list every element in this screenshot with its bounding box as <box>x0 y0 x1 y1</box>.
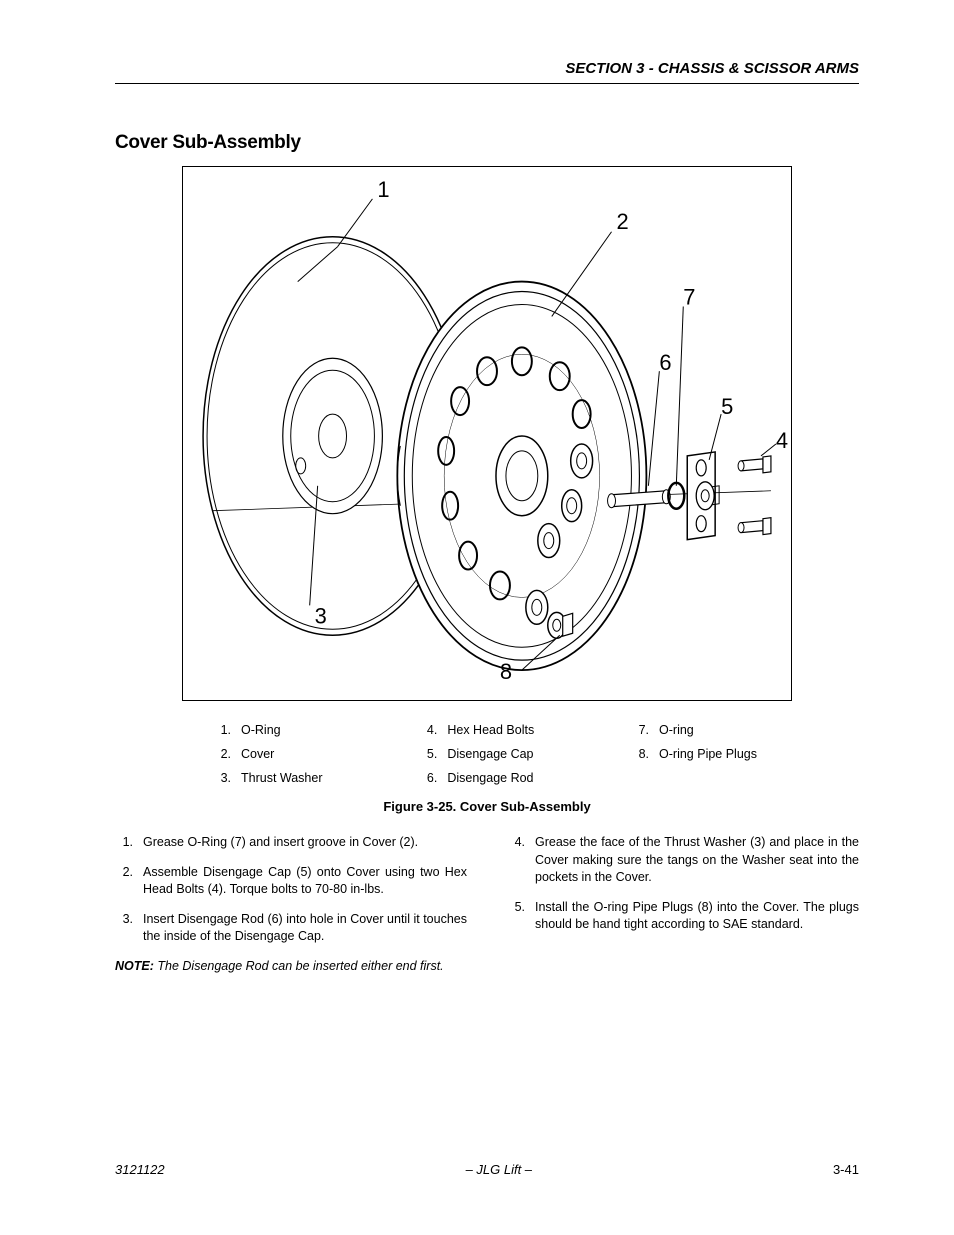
parts-col-2: 4.Hex Head Bolts 5.Disengage Cap 6.Disen… <box>423 723 534 785</box>
step-item: 1.Grease O-Ring (7) and insert groove in… <box>115 834 467 852</box>
part-item: 1.O-Ring <box>217 723 323 737</box>
callout-6: 6 <box>659 350 671 375</box>
footer-brand: – JLG Lift – <box>466 1162 532 1177</box>
callout-8: 8 <box>500 659 512 684</box>
part-item: 5.Disengage Cap <box>423 747 534 761</box>
callout-7: 7 <box>683 284 695 309</box>
parts-col-1: 1.O-Ring 2.Cover 3.Thrust Washer <box>217 723 323 785</box>
note: NOTE: The Disengage Rod can be inserted … <box>115 958 467 976</box>
parts-col-3: 7.O-ring 8.O-ring Pipe Plugs <box>635 723 757 785</box>
page-title: Cover Sub-Assembly <box>115 132 859 154</box>
step-item: 2.Assemble Disengage Cap (5) onto Cover … <box>115 864 467 899</box>
exploded-diagram: 1 2 3 4 5 6 7 8 <box>182 166 792 701</box>
callout-5: 5 <box>721 394 733 419</box>
step-item: 5.Install the O-ring Pipe Plugs (8) into… <box>507 899 859 934</box>
part-item: 3.Thrust Washer <box>217 771 323 785</box>
callout-1: 1 <box>377 177 389 202</box>
figure-container: 1 2 3 4 5 6 7 8 1.O-Ring 2.Cover 3.Thrus… <box>115 166 859 814</box>
part-item: 4.Hex Head Bolts <box>423 723 534 737</box>
callout-4: 4 <box>776 428 788 453</box>
footer-page: 3-41 <box>833 1162 859 1177</box>
part-item: 8.O-ring Pipe Plugs <box>635 747 757 761</box>
footer-doc-number: 3121122 <box>115 1162 165 1177</box>
steps-col-right: 4.Grease the face of the Thrust Washer (… <box>507 834 859 975</box>
figure-caption: Figure 3-25. Cover Sub-Assembly <box>115 799 859 814</box>
step-item: 3.Insert Disengage Rod (6) into hole in … <box>115 911 467 946</box>
instruction-steps: 1.Grease O-Ring (7) and insert groove in… <box>115 834 859 975</box>
part-item: 6.Disengage Rod <box>423 771 534 785</box>
steps-col-left: 1.Grease O-Ring (7) and insert groove in… <box>115 834 467 975</box>
part-item: 7.O-ring <box>635 723 757 737</box>
callout-3: 3 <box>315 603 327 628</box>
section-header: SECTION 3 - CHASSIS & SCISSOR ARMS <box>115 60 859 84</box>
step-item: 4.Grease the face of the Thrust Washer (… <box>507 834 859 887</box>
part-item: 2.Cover <box>217 747 323 761</box>
callout-2: 2 <box>617 209 629 234</box>
parts-legend: 1.O-Ring 2.Cover 3.Thrust Washer 4.Hex H… <box>217 723 757 785</box>
page-footer: 3121122 – JLG Lift – 3-41 <box>115 1162 859 1177</box>
